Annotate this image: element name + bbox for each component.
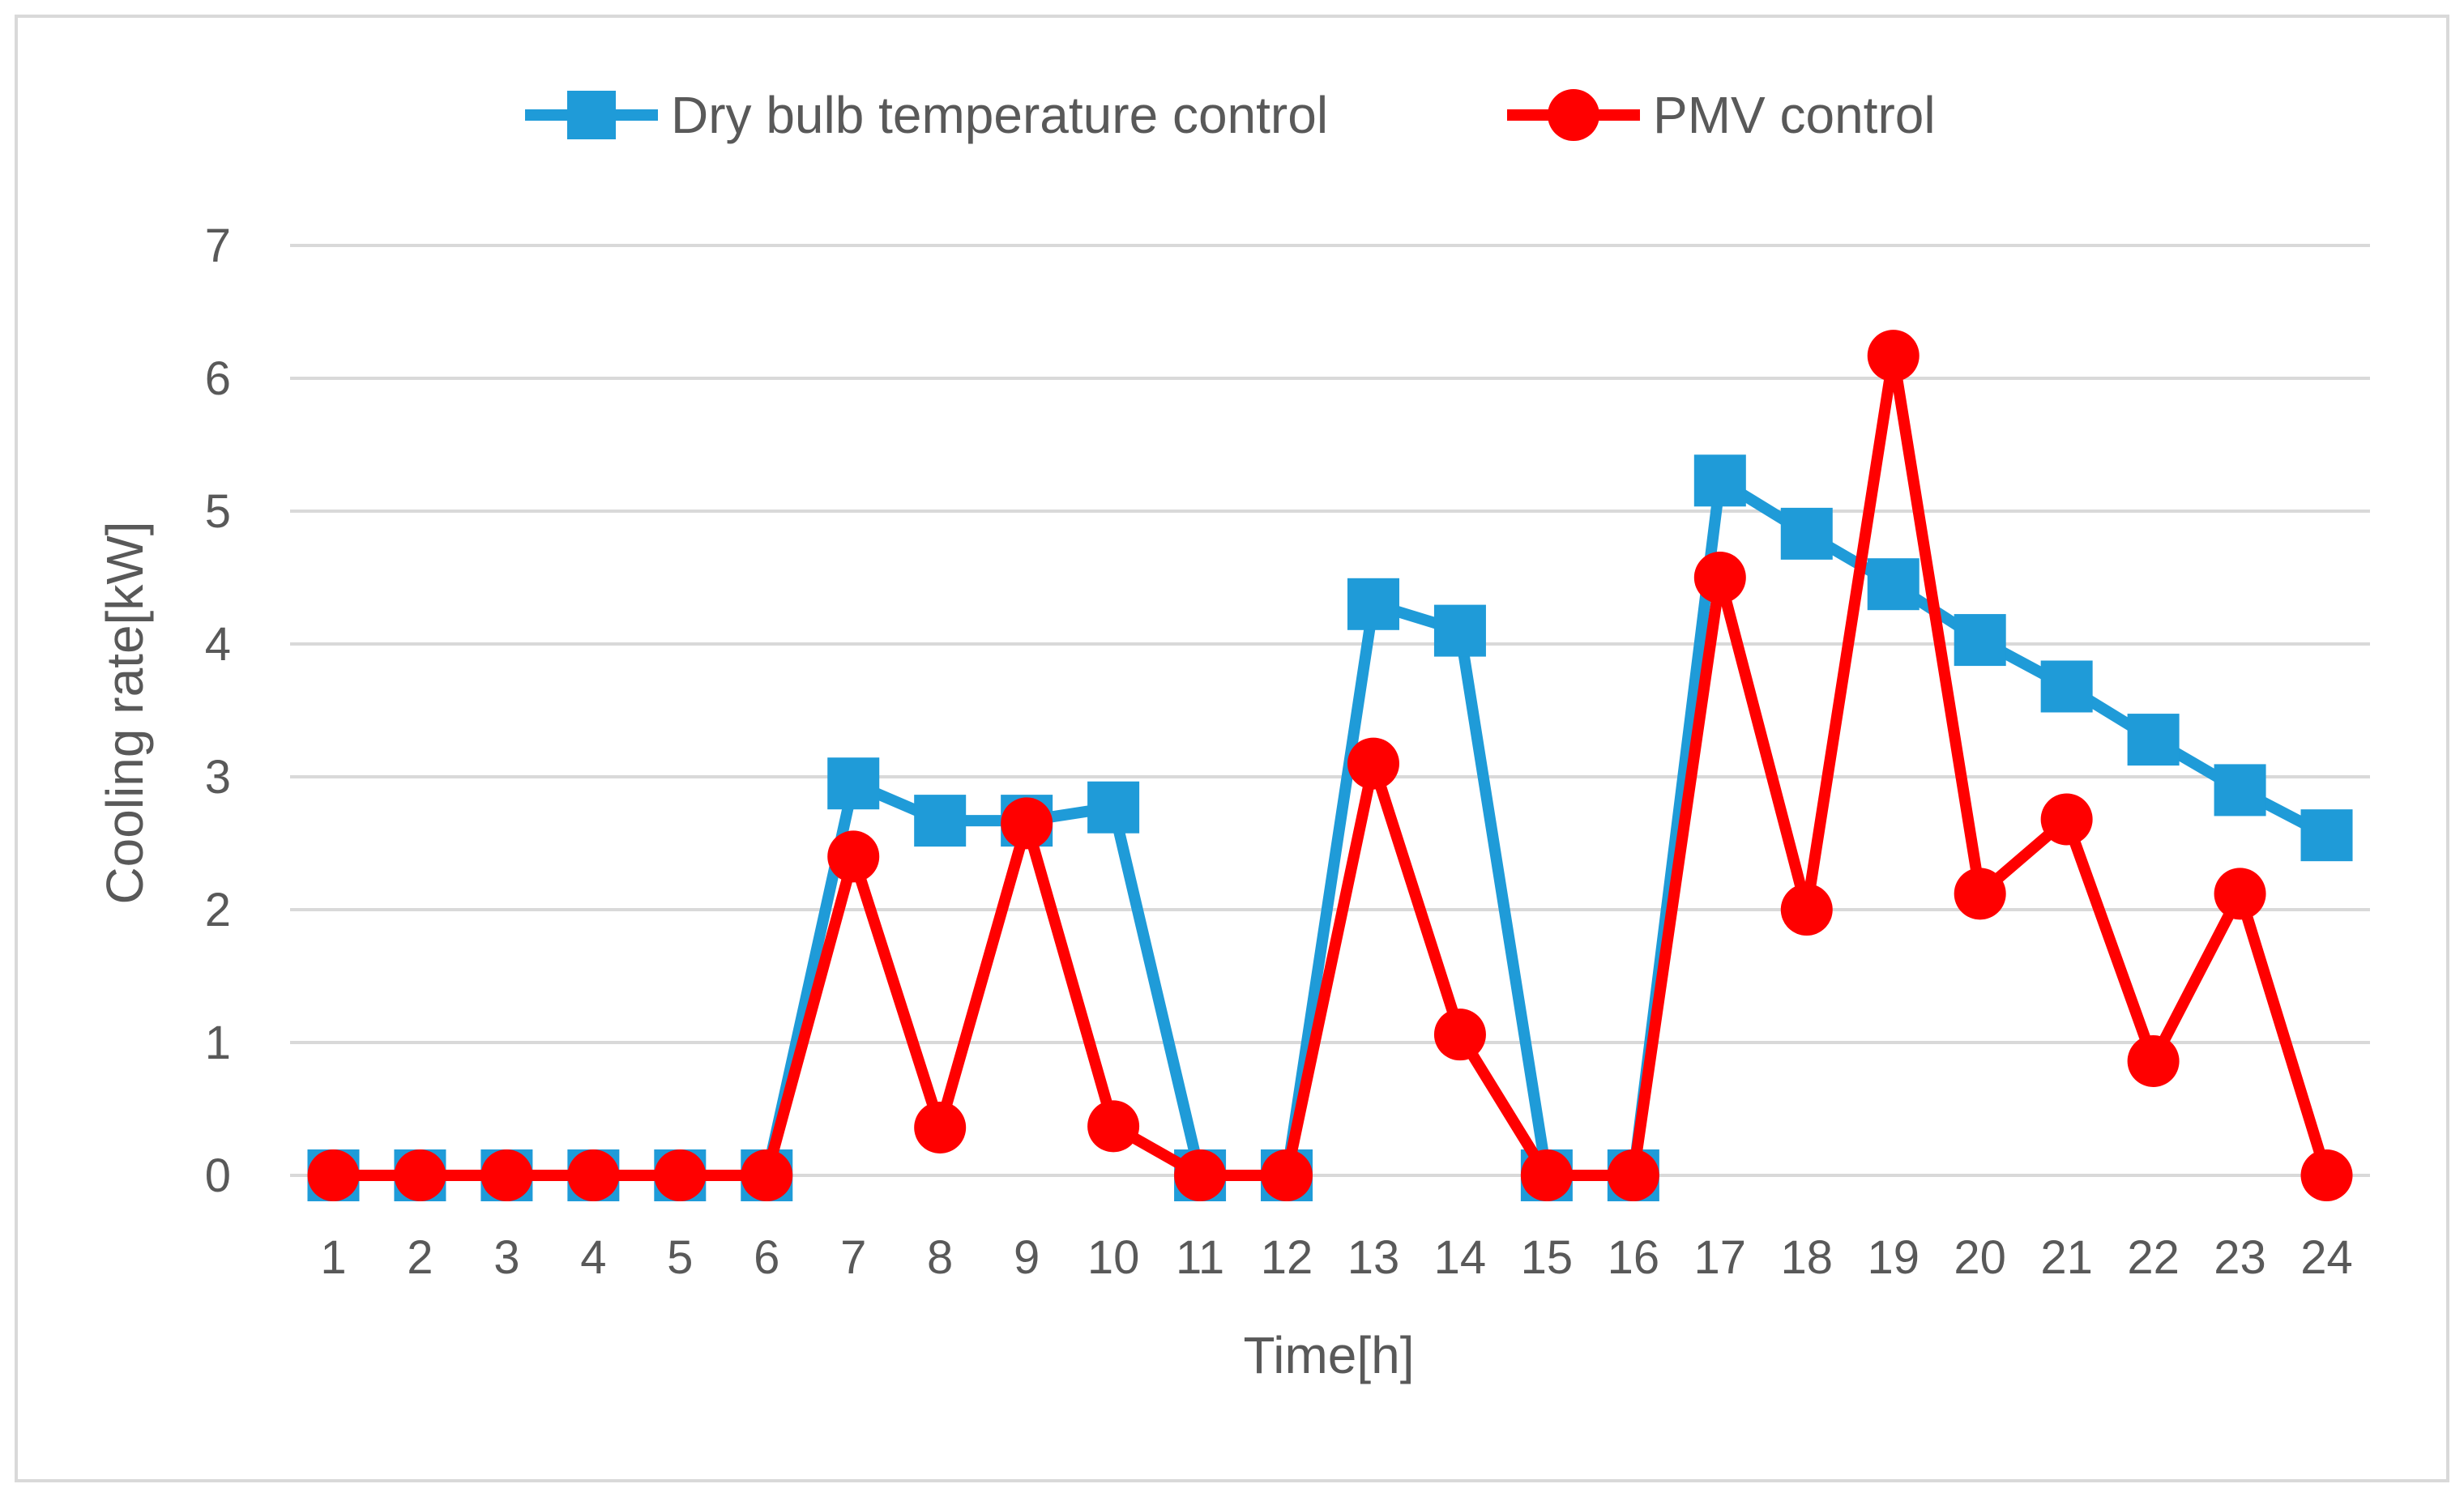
data-point-dry-bulb [2040, 660, 2093, 713]
legend-swatch-pmv-marker [1548, 89, 1599, 141]
data-point-pmv [654, 1149, 707, 1201]
x-tick-label: 16 [1608, 1231, 1660, 1284]
y-tick-label: 4 [205, 618, 231, 671]
series-pmv [307, 330, 2353, 1201]
data-point-dry-bulb [1867, 558, 1920, 611]
data-point-pmv [1087, 1100, 1140, 1153]
x-tick-label: 4 [580, 1231, 606, 1284]
data-point-pmv [1261, 1149, 1313, 1201]
x-tick-label: 9 [1014, 1231, 1040, 1284]
legend-item-dry-bulb: Dry bulb temperature control [525, 86, 1328, 144]
data-point-pmv [2300, 1149, 2353, 1201]
data-point-pmv [2214, 868, 2266, 920]
data-point-pmv [2040, 793, 2093, 846]
data-point-dry-bulb [1693, 454, 1746, 507]
x-tick-label: 5 [667, 1231, 693, 1284]
y-tick-label: 0 [205, 1149, 231, 1202]
x-tick-label: 2 [407, 1231, 433, 1284]
series-lines [307, 330, 2353, 1201]
y-axis-title: Cooling rate[kW] [96, 521, 154, 904]
x-axis-title: Time[h] [1244, 1326, 1415, 1384]
x-tick-label: 24 [2300, 1231, 2353, 1284]
data-point-pmv [480, 1149, 533, 1201]
data-point-pmv [914, 1101, 967, 1153]
data-point-pmv [1693, 552, 1746, 603]
legend-swatch-dry-bulb-marker [567, 91, 616, 139]
data-point-pmv [1607, 1149, 1659, 1201]
y-tick-label: 1 [205, 1017, 231, 1069]
x-tick-label: 23 [2214, 1231, 2266, 1284]
data-point-pmv [1433, 1008, 1486, 1061]
x-tick-label: 8 [927, 1231, 953, 1284]
x-tick-labels: 1 2 3 4 5 6 7 8 9 10 11 12 13 14 15 16 17 18 19 20 21 22 23 24 [320, 1231, 2352, 1284]
data-point-pmv [1001, 797, 1053, 850]
x-tick-label: 12 [1261, 1231, 1313, 1284]
y-tick-label: 6 [205, 352, 231, 405]
data-point-dry-bulb [1087, 781, 1140, 834]
x-tick-label: 14 [1434, 1231, 1487, 1284]
x-tick-label: 22 [2127, 1231, 2180, 1284]
x-tick-label: 17 [1694, 1231, 1747, 1284]
x-tick-label: 11 [1176, 1231, 1224, 1284]
legend-item-pmv: PMV control [1507, 86, 1936, 144]
data-point-pmv [1174, 1149, 1227, 1201]
legend-label-dry-bulb: Dry bulb temperature control [671, 86, 1328, 144]
chart-border [15, 15, 2449, 1482]
x-tick-label: 18 [1781, 1231, 1834, 1284]
data-point-dry-bulb [827, 757, 880, 810]
data-point-pmv [1867, 330, 1920, 382]
data-point-dry-bulb [1780, 507, 1833, 560]
y-tick-label: 2 [205, 884, 231, 936]
data-point-pmv [1954, 868, 2006, 920]
data-point-pmv [827, 830, 880, 883]
data-point-pmv [307, 1149, 360, 1201]
x-tick-label: 3 [493, 1231, 519, 1284]
y-tick-label: 5 [205, 485, 231, 538]
x-tick-label: 7 [840, 1231, 866, 1284]
data-point-pmv [567, 1149, 620, 1201]
x-tick-label: 20 [1954, 1231, 2006, 1284]
data-point-pmv [741, 1149, 793, 1201]
x-tick-label: 10 [1087, 1231, 1140, 1284]
data-point-pmv [1520, 1149, 1573, 1201]
data-point-dry-bulb [914, 795, 967, 847]
x-tick-label: 13 [1347, 1231, 1400, 1284]
x-tick-label: 6 [754, 1231, 779, 1284]
y-tick-label: 3 [205, 751, 231, 804]
data-point-pmv [394, 1149, 446, 1201]
x-tick-label: 19 [1867, 1231, 1920, 1284]
x-tick-label: 1 [320, 1231, 346, 1284]
data-point-dry-bulb [1347, 578, 1399, 630]
legend: Dry bulb temperature control PMV control [525, 86, 1936, 144]
y-tick-label: 7 [205, 220, 231, 272]
data-point-pmv [1347, 737, 1399, 790]
data-point-dry-bulb [2214, 764, 2266, 817]
y-tick-labels: 0 1 2 3 4 5 6 7 [205, 220, 231, 1202]
data-point-dry-bulb [1954, 614, 2006, 667]
data-point-dry-bulb [2127, 714, 2180, 766]
x-tick-label: 15 [1521, 1231, 1574, 1284]
data-point-dry-bulb [2300, 809, 2353, 862]
data-point-dry-bulb [1433, 604, 1486, 657]
data-point-pmv [1780, 884, 1833, 936]
data-point-pmv [2127, 1034, 2180, 1087]
legend-label-pmv: PMV control [1653, 86, 1936, 144]
x-tick-label: 21 [2040, 1231, 2093, 1284]
